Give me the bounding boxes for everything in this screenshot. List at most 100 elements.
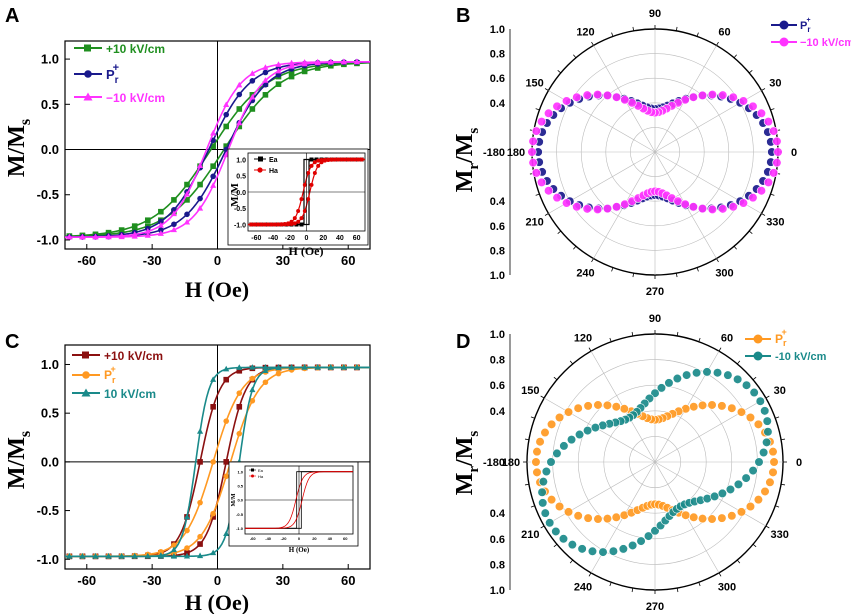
y-axis-label-b: Mr/Ms	[452, 128, 482, 193]
polar-point-d-1	[759, 447, 769, 458]
polar-point-d-1	[552, 448, 562, 459]
inset-point-ha-a	[296, 208, 301, 213]
series-point-a-1	[171, 221, 177, 228]
polar-angle-label-d: 90	[649, 313, 661, 325]
polar-point-d-1	[755, 396, 765, 406]
polar-angle-label-b: 30	[769, 78, 781, 90]
x-axis-label-c: H (Oe)	[185, 590, 249, 614]
polar-point-b-1	[612, 202, 622, 212]
polar-point-b-1	[738, 198, 749, 208]
inset-point-ha-a	[316, 158, 321, 163]
inset-point-ha-a	[286, 221, 291, 226]
series-point-c-2	[144, 552, 151, 559]
polar-angle-label-d: 330	[771, 529, 789, 541]
polar-outer-tick-d	[736, 360, 741, 365]
polar-outer-tick-b	[611, 267, 614, 272]
polar-point-d-0	[736, 407, 747, 417]
series-point-a-2	[288, 59, 295, 66]
inset-point-ha-a	[249, 222, 254, 227]
series-point-a-0	[171, 197, 177, 203]
polar-point-d-0	[531, 457, 541, 467]
polar-point-d-0	[593, 514, 603, 524]
inset-x-tick-label-a: 60	[353, 235, 361, 242]
series-point-a-2	[92, 233, 99, 240]
series-point-a-1	[249, 78, 256, 84]
inset-point-ha-a	[342, 157, 347, 162]
polar-point-d-0	[546, 495, 557, 505]
polar-point-d-1	[608, 546, 618, 556]
series-point-c-1	[184, 527, 190, 534]
series-point-a-0	[197, 181, 203, 188]
polar-point-d-1	[558, 534, 569, 544]
polar-outer-tick-b	[535, 108, 540, 111]
inset-point-ha-a	[299, 197, 304, 202]
series-point-c-2	[183, 552, 191, 559]
y-axis-label-c: M/Ms	[4, 431, 34, 489]
polar-point-b-1	[773, 147, 783, 157]
panel-letter-d: D	[456, 331, 470, 353]
y-axis-label-a: M/Ms	[4, 119, 34, 177]
polar-point-d-0	[546, 419, 557, 429]
series-point-a-2	[157, 230, 164, 236]
inset-point-ha-a	[349, 157, 354, 162]
polar-angle-label-b: 300	[715, 267, 733, 279]
polar-point-d-0	[602, 514, 613, 524]
x-tick-label-a: 60	[341, 253, 355, 268]
polar-point-d-0	[532, 467, 542, 477]
series-point-c-2	[118, 552, 125, 559]
series-point-a-2	[275, 61, 282, 67]
inset-y-tick-label-c: 1.0	[237, 469, 243, 474]
polar-point-b-1	[527, 147, 537, 157]
polar-point-b-1	[552, 101, 562, 111]
panel-a: -60 -30 0 30 60 -1.0 -0.5 0.0 0.5 1.0 H (Oe) M/Ms…	[4, 40, 371, 302]
radial-ticks-b: 1.0 0.8 0.6 0.4 0.4 0.6 0.8 1.0 -180	[483, 24, 511, 282]
series-point-c-2	[105, 552, 112, 559]
polar-point-d-1	[566, 435, 577, 445]
polar-outer-tick-b	[591, 258, 594, 263]
polar-grid-b	[528, 25, 782, 279]
polar-angle-label-b: 0	[791, 147, 797, 159]
series-point-c-2	[249, 386, 256, 393]
inset-point-ha-a	[322, 157, 327, 162]
series-point-c-1	[275, 370, 282, 377]
polar-angle-label-d: 60	[721, 332, 733, 344]
polar-outer-tick-d	[609, 582, 612, 587]
legend-item-b-2: −10 kV/cm	[771, 37, 851, 49]
radial-tick-label-b: 0.4	[490, 196, 506, 208]
polar-point-d-1	[672, 373, 682, 384]
polar-angle-label-b: 150	[525, 78, 543, 90]
polar-outer-tick-b	[761, 88, 766, 91]
polar-point-d-0	[611, 402, 621, 412]
polar-angle-label-d: 270	[646, 601, 664, 613]
series-point-a-2	[196, 162, 204, 169]
legend-label-a-3: −10 kV/cm	[106, 91, 165, 105]
inset-legend-c: Ea Ha	[249, 468, 264, 479]
series-point-a-0	[105, 229, 112, 236]
polar-point-d-1	[664, 378, 674, 388]
radial-tick-label-d: 0.4	[490, 406, 506, 418]
legend-item-c-2: Pr+	[72, 364, 116, 385]
series-point-a-1	[262, 69, 269, 76]
inset-y-tick-label-c: 0.5	[237, 483, 243, 488]
y-tick-label-a: 1.0	[41, 52, 59, 67]
radial-tick-label-b: 0.4	[490, 98, 506, 110]
inset-point-ha-a	[292, 216, 297, 221]
polar-outer-tick-d	[736, 559, 741, 564]
polar-point-d-1	[540, 508, 550, 518]
polar-point-b-1	[531, 126, 541, 136]
series-point-c-2	[131, 552, 138, 559]
series-point-c-2	[210, 376, 217, 382]
inset-x-tick-label-c: -20	[281, 536, 288, 541]
polar-outer-tick-d	[780, 438, 786, 441]
radial-tick-label-b: 0.6	[490, 221, 505, 233]
polar-point-d-1	[749, 387, 759, 398]
series-point-c-2	[223, 530, 230, 537]
polar-point-d-0	[563, 507, 574, 517]
polar-point-d-0	[593, 400, 603, 410]
polar-point-b-1	[718, 90, 728, 100]
polar-point-d-0	[554, 412, 565, 423]
series-point-c-2	[79, 552, 86, 559]
polar-point-d-1	[725, 484, 736, 495]
series-point-c-2	[183, 513, 191, 520]
legend-label-b-1: Pr+	[800, 17, 811, 34]
